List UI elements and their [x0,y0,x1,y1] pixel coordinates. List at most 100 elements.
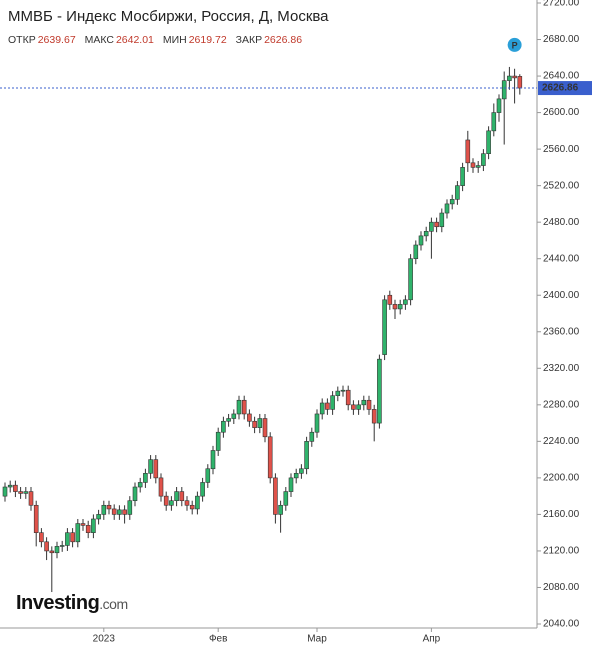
candle-body [7,484,13,488]
candle-body [314,413,320,433]
candle-body [408,258,413,301]
candle-body [153,459,159,479]
candle-body [241,399,247,415]
candle-body [325,402,330,410]
candle-body [293,473,299,479]
candle-body [49,550,55,554]
ohlc-row: ОТКР 2639.67 МАКС 2642.01 МИН 2619.72 ЗАКР 2… [8,34,308,46]
y-tick-label: 2480.00 [543,217,580,228]
candle-body [226,418,231,422]
candle-body [309,431,315,442]
candle-body [231,413,237,419]
candle-body [423,231,429,237]
candle-body [252,420,257,428]
candle-body [23,491,29,494]
y-tick-label: 2560.00 [543,144,580,155]
candle-body [486,130,491,154]
candle-body [75,523,81,543]
candle-body [413,244,419,260]
candle-body [512,75,517,79]
ohlc-label: МАКС [84,34,114,46]
candle-body [18,491,23,494]
ohlc-value: 2642.01 [115,34,154,46]
candle-body [361,399,367,406]
candle-body [335,390,341,396]
y-tick-label: 2040.00 [543,619,580,630]
y-tick-label: 2120.00 [543,546,580,557]
y-tick-label: 2600.00 [543,107,580,118]
brand-suffix: .com [99,596,128,612]
candle-body [455,185,460,200]
candle-body [132,486,138,502]
candle-body [247,413,252,422]
candle-body [28,491,34,506]
candle-body [496,98,502,113]
ohlc-label: ОТКР [8,34,36,46]
candle-body [39,532,44,543]
candle-body [299,468,304,474]
candle-body [44,541,49,552]
candle-body [117,509,122,515]
candle-body [491,112,497,132]
candle-body [403,299,408,305]
ohlc-label: ЗАКР [235,34,263,46]
candle-body [65,532,70,546]
y-tick-label: 2440.00 [543,253,580,264]
candle-body [189,504,195,510]
candle-body [278,504,283,515]
y-tick-label: 2360.00 [543,326,580,337]
candle-body [101,504,107,515]
candle-body [184,500,190,506]
brand: Investing [16,592,100,614]
candle-body [122,509,127,515]
candle-body [91,518,96,533]
candle-body [351,404,356,410]
x-tick-label: Фев [209,634,227,645]
candle-body [59,545,65,547]
candle-body [392,304,398,310]
candle-body [304,441,309,470]
candle-body [169,500,174,506]
candle-body [106,504,112,510]
x-tick-label: 2023 [93,634,116,645]
y-tick-label: 2400.00 [543,290,580,301]
candle-body [205,468,211,483]
event-marker-label: P [512,40,518,50]
candle-body [2,486,8,497]
candle-body [210,450,216,470]
candle-body [444,203,450,214]
candle-body [387,294,393,305]
candle-body [163,495,169,506]
y-tick-label: 2200.00 [543,473,580,484]
candle-body [158,477,164,497]
y-tick-label: 2240.00 [543,436,580,447]
ohlc-value: 2639.67 [37,34,76,46]
candle-body [267,436,273,479]
candle-body [200,482,205,497]
candle-body [434,221,439,228]
event-marker [507,37,522,52]
candle-body [148,459,153,474]
candle-body [371,409,377,424]
ohlc-label: МИН [162,34,187,46]
candle-body [418,235,424,246]
candle-body [262,418,268,438]
y-tick-label: 2680.00 [543,34,580,45]
candle-body [470,162,476,168]
brand-logo: Investing.com [16,592,128,615]
candle-body [507,75,512,81]
y-tick-label: 2160.00 [543,509,580,520]
candle-body [70,532,75,543]
candle-body [179,491,185,502]
candle-body [345,389,351,406]
candle-body [127,500,133,515]
candle-body [215,431,221,451]
y-tick-label: 2280.00 [543,399,580,410]
x-tick-label: Апр [423,634,441,645]
chart-title: ММВБ - Индекс Мосбиржи, Россия, Д, Москв… [8,8,329,25]
y-tick-label: 2640.00 [543,71,580,82]
candle-body [340,389,346,392]
candle-body [143,473,148,483]
candle-body [236,399,242,415]
